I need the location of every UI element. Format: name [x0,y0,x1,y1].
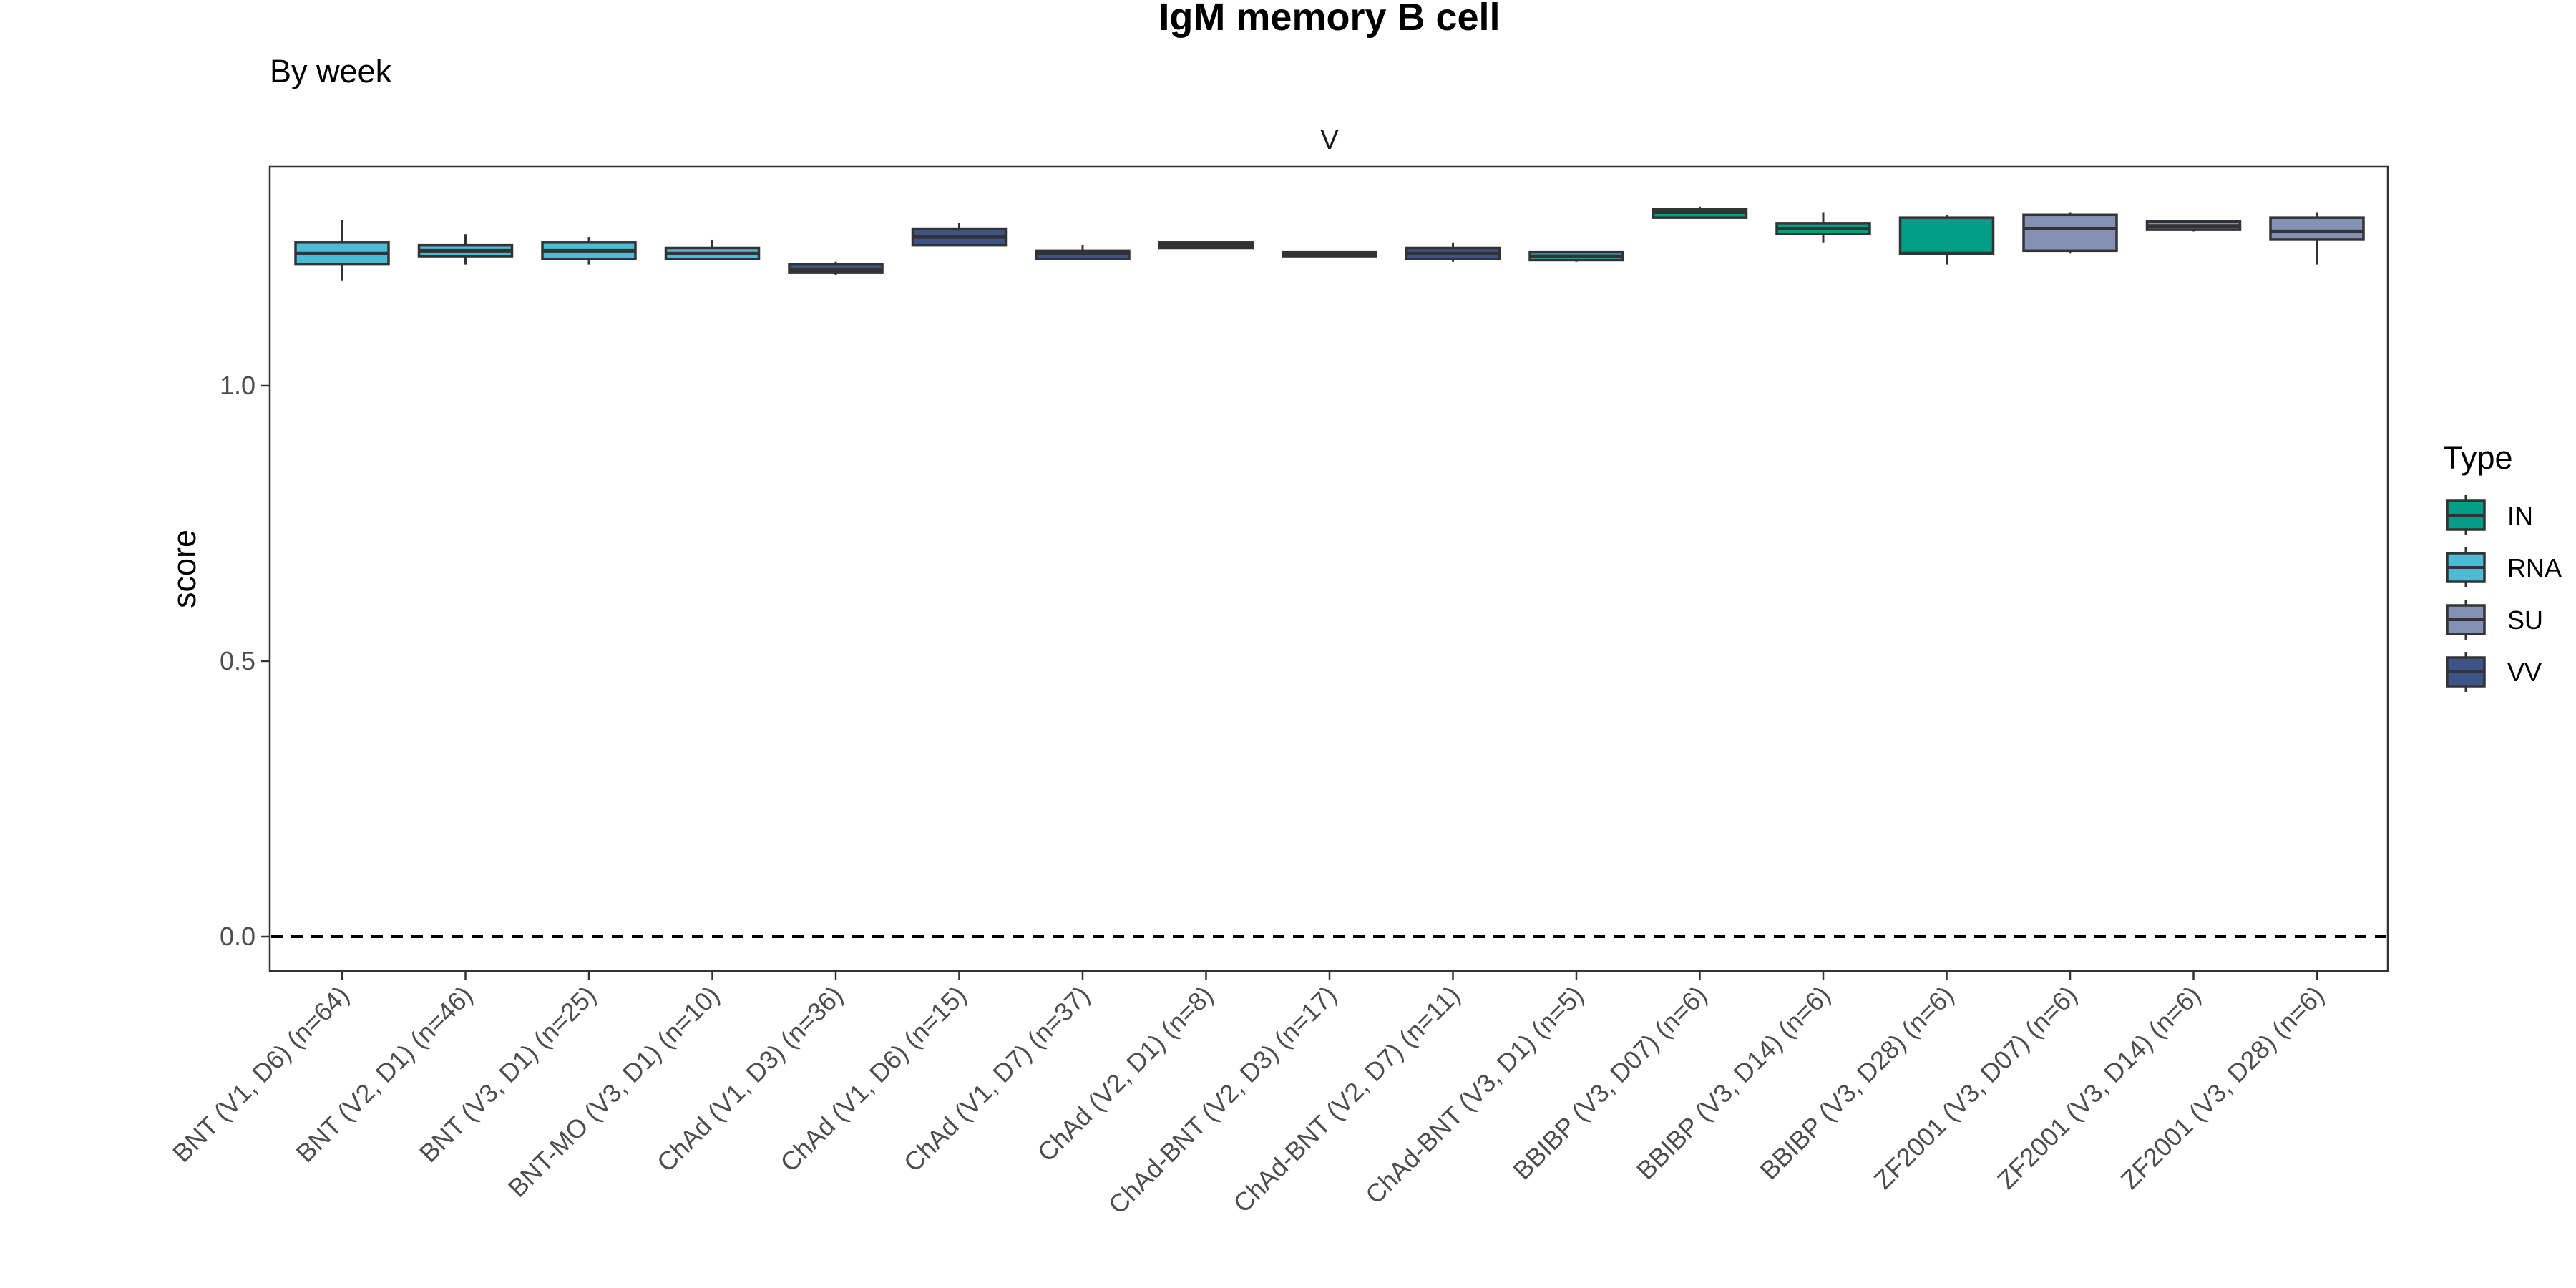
legend-item-rna: RNA [2446,547,2562,587]
x-tick-label: ChAd-BNT (V2, D7) (n=11) [1227,980,1465,1219]
facet-label: V [1320,125,1339,155]
y-tick-label: 0.0 [220,922,255,951]
x-tick-label: BNT-MO (V3, D1) (n=10) [502,980,725,1203]
legend-label: VV [2507,658,2542,687]
box-2 [417,234,514,265]
box-5 [788,261,884,275]
box-15 [2022,212,2118,254]
box-6 [911,223,1008,247]
legend-item-vv: VV [2446,652,2542,692]
plot-panel [268,165,2389,972]
chart-title: IgM memory B cell [1158,0,1500,39]
legend-label: IN [2507,501,2533,530]
x-tick-label: ZF2001 (V3, D14) (n=6) [1991,980,2206,1195]
chart-subtitle: By week [270,53,392,89]
box-body [1898,216,1995,255]
x-tick-label: ChAd-BNT (V3, D1) (n=5) [1360,980,1589,1210]
box-1 [294,220,390,281]
x-tick-label: ZF2001 (V3, D07) (n=6) [1868,980,2083,1195]
box-16 [2145,220,2242,232]
legend-label: SU [2507,605,2543,635]
legend-item-su: SU [2446,600,2543,640]
box-body [2022,213,2118,253]
box-8 [1158,241,1254,250]
box-11 [1528,250,1624,262]
box-13 [1775,212,1871,243]
legend-title: Type [2443,439,2513,476]
box-14 [1898,215,1995,265]
box-12 [1652,206,1748,219]
box-10 [1405,242,1501,262]
legend-item-in: IN [2446,495,2533,535]
x-tick-label: ChAd-BNT (V2, D3) (n=17) [1103,980,1342,1220]
box-body [2269,216,2365,241]
x-tick-label: ZF2001 (V3, D28) (n=6) [2115,980,2330,1195]
box-4 [664,239,761,260]
y-axis-label: score [166,530,203,608]
legend-label: RNA [2507,553,2562,582]
box-9 [1282,250,1377,258]
y-tick-label: 1.0 [220,371,255,400]
box-17 [2269,212,2365,265]
box-7 [1035,245,1131,260]
box-3 [541,237,637,265]
y-tick-label: 0.5 [220,646,255,675]
